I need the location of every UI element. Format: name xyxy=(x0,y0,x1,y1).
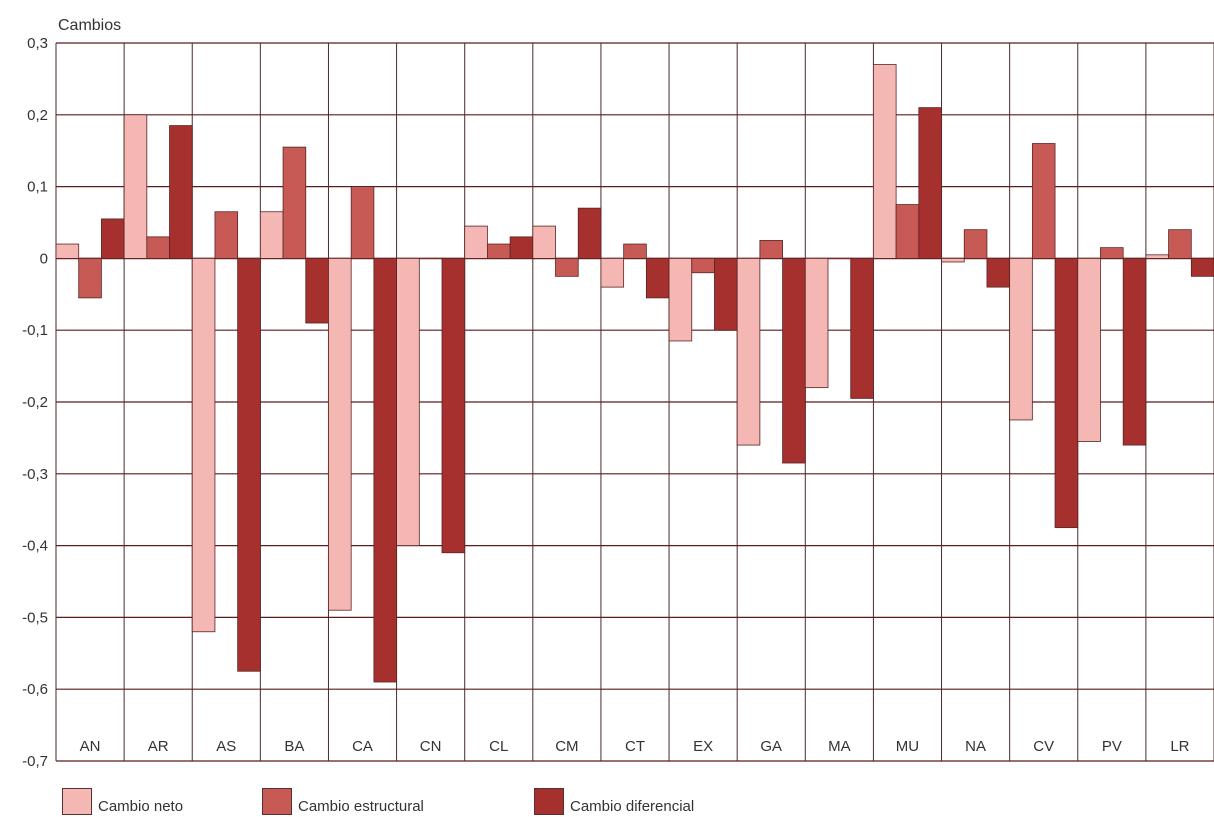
bar-neto-pv xyxy=(1077,257,1101,442)
bar-diferencial-cv xyxy=(1054,257,1079,529)
x-tick-label-ct: CT xyxy=(625,738,645,755)
x-tick-label-ex: EX xyxy=(693,738,713,755)
bar-neto-lr xyxy=(1145,254,1169,259)
x-axis-tick-labels: AN AR AS BA CA CN CL CM CT EX GA MA MU NA CV PV LR xyxy=(80,738,1190,755)
bar-neto-cn xyxy=(396,257,420,547)
y-tick-label: -0,5 xyxy=(22,609,48,626)
legend-label-estructural: Cambio estructural xyxy=(298,798,424,815)
bar-estructural-cm xyxy=(555,257,579,277)
bar-estructural-ba xyxy=(282,146,307,259)
bar-diferencial-ct xyxy=(645,257,670,299)
bar-estructural-cv xyxy=(1031,143,1056,259)
bar-neto-an xyxy=(55,243,80,259)
bar-neto-mu xyxy=(873,64,897,259)
legend-label-neto: Cambio neto xyxy=(98,798,184,815)
x-tick-label-ar: AR xyxy=(148,738,169,755)
x-tick-label-cm: CM xyxy=(555,738,578,755)
y-tick-label: 0 xyxy=(40,250,48,267)
y-tick-label: -0,4 xyxy=(22,538,48,555)
bar-neto-as xyxy=(191,257,216,633)
bar-neto-cv xyxy=(1009,257,1033,421)
bar-diferencial-na xyxy=(986,257,1011,288)
legend-swatch-diferencial xyxy=(534,788,564,815)
bar-neto-cm xyxy=(532,225,556,259)
bar-neto-ex xyxy=(668,257,693,342)
bar-estructural-mu xyxy=(895,204,920,259)
bar-neto-ma xyxy=(804,257,829,389)
bar-estructural-pv xyxy=(1100,247,1124,259)
x-tick-label-ma: MA xyxy=(828,738,851,755)
bar-diferencial-ar xyxy=(169,125,193,259)
y-tick-label: 0,3 xyxy=(27,35,48,52)
y-tick-label: 0,1 xyxy=(27,179,48,196)
bar-estructural-ga xyxy=(759,240,783,259)
bar-estructural-ct xyxy=(623,243,647,259)
bar-neto-ca xyxy=(328,257,352,611)
bar-estructural-ca xyxy=(350,186,375,259)
bar-diferencial-mu xyxy=(918,107,942,259)
bar-neto-ct xyxy=(600,257,625,288)
bar-neto-cl xyxy=(464,225,488,259)
bar-diferencial-ga xyxy=(782,257,806,464)
y-tick-label: -0,6 xyxy=(22,681,48,698)
y-tick-label: -0,2 xyxy=(22,394,48,411)
legend: Cambio neto Cambio estructural Cambio di… xyxy=(62,786,822,817)
bar-neto-na xyxy=(941,257,965,263)
bar-diferencial-ex xyxy=(714,257,738,331)
x-tick-label-ca: CA xyxy=(352,738,373,755)
y-axis-ticks: 0,3 0,2 0,1 0 -0,1 -0,2 -0,3 -0,4 -0,5 -0,6 -0,7 xyxy=(22,35,48,770)
bar-diferencial-pv xyxy=(1122,257,1147,446)
bar-diferencial-as xyxy=(237,257,261,672)
x-tick-label-cn: CN xyxy=(420,738,442,755)
bar-diferencial-an xyxy=(101,218,125,259)
bar-diferencial-ca xyxy=(373,257,397,683)
bar-neto-ba xyxy=(259,211,284,259)
bar-diferencial-lr xyxy=(1190,257,1214,277)
x-tick-label-na: NA xyxy=(965,738,986,755)
x-tick-label-ga: GA xyxy=(760,738,782,755)
legend-label-diferencial: Cambio diferencial xyxy=(570,798,695,815)
x-tick-label-mu: MU xyxy=(896,738,919,755)
y-tick-label: 0,2 xyxy=(27,107,48,124)
bar-diferencial-cm xyxy=(577,207,602,259)
bars-group xyxy=(55,64,1214,683)
bar-estructural-na xyxy=(963,229,988,259)
x-tick-label-ba: BA xyxy=(284,738,304,755)
bar-estructural-cl xyxy=(487,243,511,259)
bar-estructural-as xyxy=(214,211,239,259)
y-tick-label: -0,3 xyxy=(22,466,48,483)
y-tick-label: -0,1 xyxy=(22,322,48,339)
bar-estructural-an xyxy=(78,257,102,299)
bar-diferencial-cn xyxy=(441,257,466,554)
legend-swatch-estructural xyxy=(262,788,292,815)
x-tick-label-cl: CL xyxy=(489,738,508,755)
bar-estructural-ar xyxy=(146,236,170,259)
bar-neto-ga xyxy=(736,257,761,446)
bar-diferencial-ma xyxy=(850,257,874,399)
bar-estructural-lr xyxy=(1168,229,1192,259)
x-tick-label-pv: PV xyxy=(1102,738,1122,755)
bar-neto-ar xyxy=(123,114,148,259)
x-tick-label-lr: LR xyxy=(1170,738,1189,755)
bar-diferencial-ba xyxy=(305,257,329,324)
bar-diferencial-cl xyxy=(509,236,534,259)
y-axis-label: Cambios xyxy=(58,17,121,34)
x-tick-label-cv: CV xyxy=(1033,738,1054,755)
legend-swatch-neto xyxy=(62,788,92,815)
x-tick-label-an: AN xyxy=(80,738,101,755)
x-tick-label-as: AS xyxy=(216,738,236,755)
y-tick-label: -0,7 xyxy=(22,753,48,770)
bar-estructural-ex xyxy=(691,257,715,274)
